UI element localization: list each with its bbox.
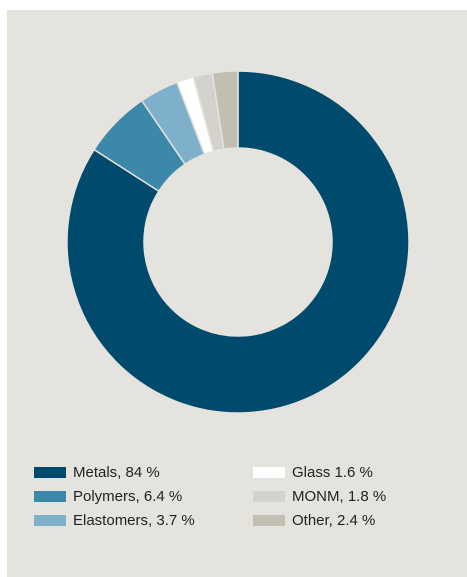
legend-label-polymers: Polymers, 6.4 % bbox=[73, 487, 183, 505]
donut-hole bbox=[144, 148, 332, 336]
legend-label-other: Other, 2.4 % bbox=[292, 511, 376, 529]
legend-label-glass: Glass 1.6 % bbox=[292, 463, 373, 481]
legend-item-monm: MONM, 1.8 % bbox=[253, 486, 386, 506]
legend-swatch-monm bbox=[253, 490, 285, 502]
legend-swatch-polymers bbox=[34, 490, 66, 502]
legend-label-elastomers: Elastomers, 3.7 % bbox=[73, 511, 195, 529]
legend-swatch-elastomers bbox=[34, 514, 66, 526]
legend-label-metals: Metals, 84 % bbox=[73, 463, 160, 481]
legend-swatch-metals bbox=[34, 466, 66, 478]
legend: Metals, 84 % Polymers, 6.4 % Elastomers,… bbox=[34, 462, 454, 542]
legend-swatch-other bbox=[253, 514, 285, 526]
donut-chart bbox=[66, 70, 410, 414]
legend-label-monm: MONM, 1.8 % bbox=[292, 487, 387, 505]
legend-item-polymers: Polymers, 6.4 % bbox=[34, 486, 182, 506]
legend-item-elastomers: Elastomers, 3.7 % bbox=[34, 510, 195, 530]
legend-item-glass: Glass 1.6 % bbox=[253, 462, 373, 482]
chart-panel: Metals, 84 % Polymers, 6.4 % Elastomers,… bbox=[7, 10, 467, 577]
legend-item-metals: Metals, 84 % bbox=[34, 462, 160, 482]
legend-item-other: Other, 2.4 % bbox=[253, 510, 375, 530]
legend-swatch-glass bbox=[253, 466, 285, 478]
